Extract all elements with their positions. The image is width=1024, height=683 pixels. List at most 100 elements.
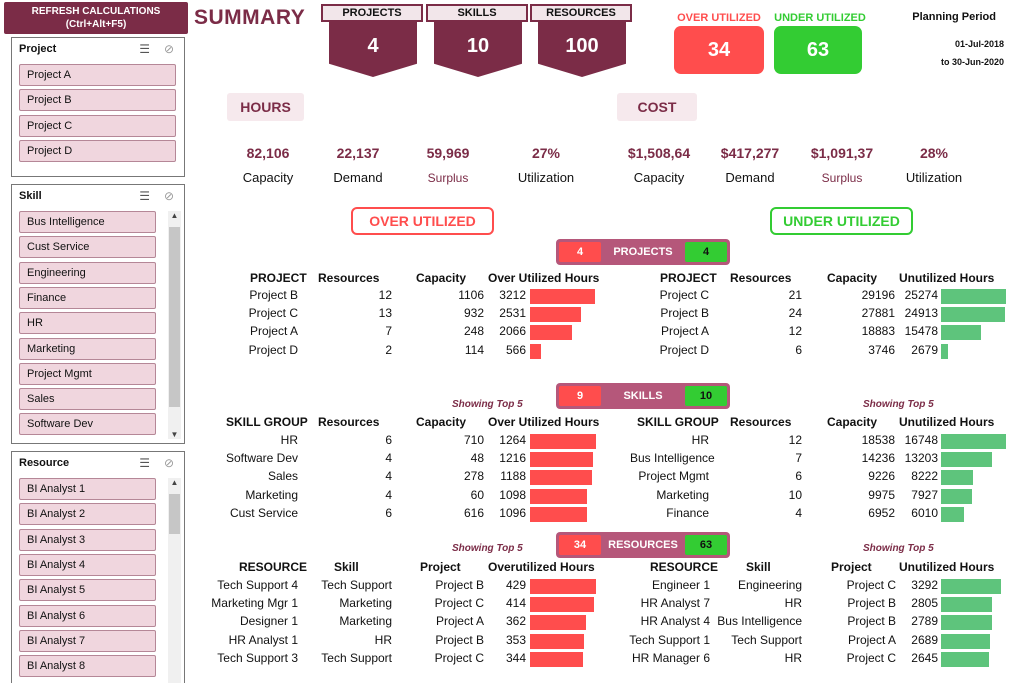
projects-cell: 3746 [868, 342, 895, 357]
resources-cell: 3292 [911, 578, 938, 592]
skills-cell: 1188 [500, 469, 526, 484]
projects-cell: 932 [463, 306, 484, 321]
slicer-item-resource[interactable]: BI Analyst 4 [19, 553, 156, 576]
scroll-down-icon[interactable]: ▼ [170, 430, 179, 439]
multi-select-icon[interactable]: ☰ [139, 456, 150, 470]
skills-cell: Sales [267, 469, 298, 484]
skills-under-top5-note: Showing Top 5 [863, 399, 934, 410]
projects-header: Capacity [827, 271, 878, 285]
kpi-value: 10 [434, 22, 522, 77]
projects-cell: Project B [660, 306, 709, 321]
projects-under-bar [941, 325, 981, 341]
resources-cell: Tech Support 3 [217, 650, 298, 665]
skill-slicer: Skill ☰ ⊘ ▲ ▼ Bus Intelligence Cust Service E… [11, 184, 185, 444]
slicer-item-skill[interactable]: Marketing [19, 337, 156, 360]
slicer-item-project[interactable]: Project A [19, 64, 176, 86]
projects-cell: 18883 [861, 324, 895, 339]
projects-cell: 15478 [904, 324, 938, 339]
slicer-item-skill[interactable]: Engineering [19, 261, 156, 284]
slicer-item-skill[interactable]: Finance [19, 286, 156, 309]
planning-from: 01-Jul-2018 [954, 39, 1004, 49]
multi-select-icon[interactable]: ☰ [139, 189, 150, 203]
resources-cell: Marketing [339, 614, 392, 629]
slicer-item-skill[interactable]: Cust Service [19, 236, 156, 259]
cost-metric-value: $417,277 [720, 145, 780, 161]
skills-cell: Finance [666, 505, 709, 520]
slicer-item-skill[interactable]: Bus Intelligence [19, 211, 156, 233]
skills-cell: 7 [795, 451, 802, 466]
resources-cell: HR [784, 596, 802, 611]
projects-cell: Project A [660, 324, 709, 339]
projects-cell: Project C [659, 288, 709, 302]
refresh-calculations-button[interactable]: REFRESH CALCULATIONS (Ctrl+Alt+F5) [4, 2, 188, 34]
hours-metric-label: Demand [333, 170, 383, 185]
resources-cell: HR [784, 650, 802, 665]
cost-metric-label: Surplus [821, 171, 863, 185]
skills-cell: 9226 [868, 469, 895, 484]
clear-filter-icon[interactable]: ⊘ [163, 456, 174, 470]
over-utilized-heading: OVER UTILIZED [351, 207, 494, 235]
skills-cell: 6 [385, 433, 392, 447]
scroll-up-icon[interactable]: ▲ [170, 211, 179, 220]
resources-cell: 429 [505, 578, 526, 592]
resources-cell: Tech Support 4 [217, 578, 298, 592]
skills-cell: 1098 [499, 487, 526, 502]
slicer-item-resource[interactable]: BI Analyst 1 [19, 478, 156, 500]
resources-over-bar [530, 651, 583, 667]
band-label: SKILLS [623, 390, 663, 402]
kpi-value: 100 [538, 22, 626, 77]
slicer-item-resource[interactable]: BI Analyst 2 [19, 503, 156, 526]
resources-header: Project [420, 560, 461, 574]
slicer-scrollbar[interactable]: ▲ [168, 478, 181, 683]
resources-cell: HR Manager 6 [631, 650, 710, 665]
cost-metric-value: $1,508,64 [627, 145, 691, 161]
resources-cell: Project C [434, 596, 484, 611]
resources-header: Overutilized Hours [488, 560, 595, 574]
projects-header: PROJECT [660, 271, 717, 285]
skills-cell: 4 [795, 505, 802, 520]
slicer-item-resource[interactable]: BI Analyst 7 [19, 629, 156, 652]
slicer-item-project[interactable]: Project D [19, 139, 176, 162]
slicer-item-skill[interactable]: Software Dev [19, 413, 156, 436]
slicer-item-skill[interactable]: HR [19, 312, 156, 335]
skills-cell: 6952 [868, 505, 895, 520]
slicer-item-resource[interactable]: BI Analyst 3 [19, 528, 156, 551]
resources-cell: 353 [505, 632, 526, 647]
resources-under-count: 63 [685, 535, 727, 555]
multi-select-icon[interactable]: ☰ [139, 42, 150, 56]
slicer-item-project[interactable]: Project C [19, 114, 176, 137]
kpi-label: PROJECTS [321, 4, 423, 22]
hours-metric-value: 22,137 [336, 145, 380, 161]
resources-cell: HR Analyst 7 [640, 596, 710, 611]
clear-filter-icon[interactable]: ⊘ [163, 189, 174, 203]
slicer-item-resource[interactable]: BI Analyst 8 [19, 655, 156, 678]
refresh-label: REFRESH CALCULATIONS [31, 6, 161, 17]
projects-under-count: 4 [685, 242, 727, 262]
slicer-item-resource[interactable]: BI Analyst 6 [19, 604, 156, 627]
scroll-up-icon[interactable]: ▲ [170, 478, 179, 487]
slicer-item-skill[interactable]: Project Mgmt [19, 362, 156, 385]
projects-cell: Project D [248, 342, 298, 357]
slicer-item-skill[interactable]: Sales [19, 388, 156, 411]
skills-cell: Marketing [245, 487, 298, 502]
slicer-item-resource[interactable]: BI Analyst 5 [19, 579, 156, 602]
projects-header: Resources [318, 271, 380, 285]
skills-header: SKILL GROUP [637, 415, 719, 429]
skills-cell: Bus Intelligence [630, 451, 715, 466]
resources-cell: Tech Support 1 [629, 632, 710, 647]
under-utilized-label: UNDER UTILIZED [774, 12, 866, 24]
projects-over-count: 4 [559, 242, 601, 262]
clear-filter-icon[interactable]: ⊘ [163, 42, 174, 56]
slicer-scrollbar[interactable]: ▲ ▼ [168, 211, 181, 439]
skills-cell: 4 [385, 487, 392, 502]
resources-over-count: 34 [559, 535, 601, 555]
planning-to: to 30-Jun-2020 [940, 57, 1004, 67]
skills-cell: 14236 [861, 451, 895, 466]
cost-metric-label: Utilization [905, 170, 963, 185]
skills-cell: 9975 [868, 487, 895, 502]
skills-band: 9 SKILLS 10 [556, 383, 730, 409]
over-utilized-count: 34 [674, 26, 764, 74]
slicer-item-project[interactable]: Project B [19, 89, 176, 112]
projects-cell: 13 [378, 306, 392, 321]
skills-cell: 1216 [499, 451, 526, 466]
